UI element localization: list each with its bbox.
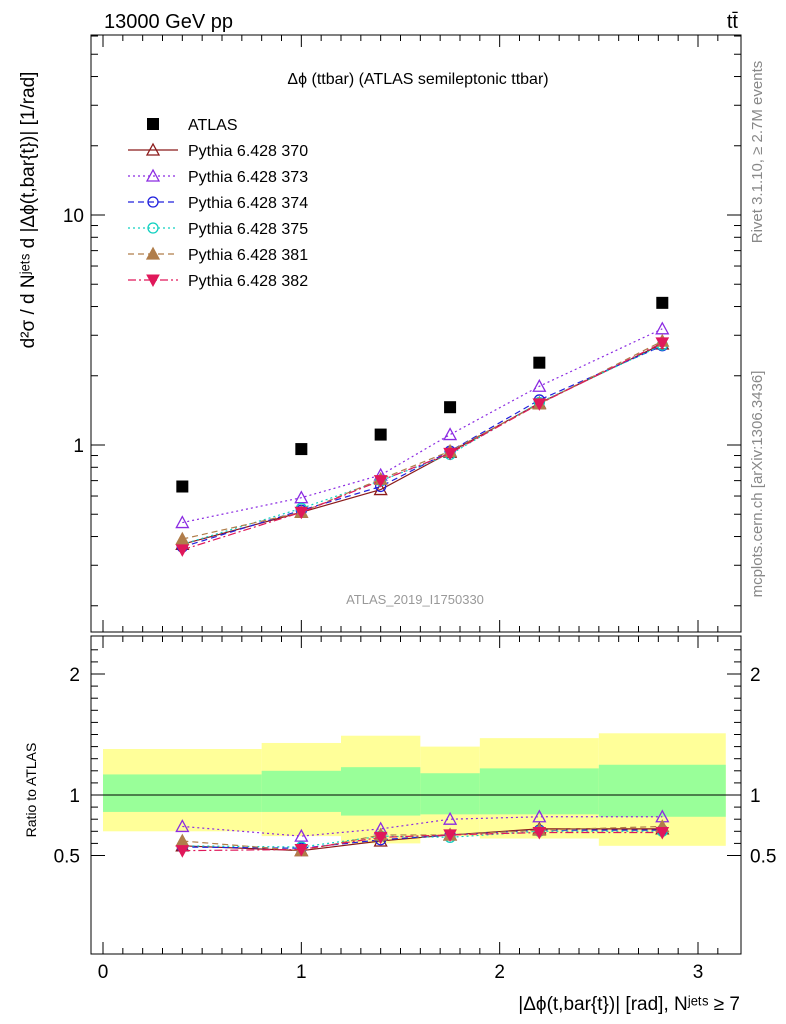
main-plot-area (91, 35, 741, 632)
main-y-tick-label: 1 (73, 436, 84, 457)
legend: ATLAS Pythia 6.428 370 Pythia 6.428 373 Pyt… (128, 117, 308, 290)
legend-marker (147, 196, 159, 208)
legend-marker (145, 246, 161, 260)
legend-label: Pythia 6.428 370 (188, 143, 308, 160)
ratio-series-5-point (532, 827, 547, 840)
main-series-1-point (373, 482, 388, 496)
process-label: tt̄ (727, 11, 739, 33)
ratio-y-tick-label-right: 2 (750, 665, 761, 686)
main-series-6-point (532, 398, 547, 411)
main-series-6-point (175, 544, 190, 557)
uncertainty-band-inner (341, 767, 421, 816)
ratio-series-5-point (655, 827, 670, 840)
main-series-0-point (533, 356, 546, 369)
ratio-series-5-point (443, 829, 457, 842)
ratio-y-tick-label: 2 (69, 665, 80, 686)
energy-label: 13000 GeV pp (104, 11, 233, 33)
ratio-y-axis-label: Ratio to ATLAS (23, 743, 39, 838)
main-series-6-point (443, 447, 457, 461)
x-tick-label: 2 (494, 962, 505, 983)
source-label: mcplots.cern.ch [arXiv:1306.3436] (749, 371, 766, 598)
main-series-2-point (442, 427, 458, 441)
uncertainty-band-inner (103, 774, 262, 812)
main-series-2-point (175, 515, 190, 529)
ratio-series-1-point (175, 819, 190, 833)
main-series-0-point (295, 443, 308, 456)
legend-label: Pythia 6.428 382 (188, 273, 308, 290)
ratio-series-4-line (182, 825, 663, 852)
ratio-series-1-point (442, 811, 458, 825)
main-frame (90, 34, 742, 633)
main-series-6-point (373, 475, 388, 488)
main-series-2-line (182, 328, 663, 524)
ratio-series-2-line (182, 829, 663, 849)
legend-label: Pythia 6.428 373 (188, 169, 308, 186)
ratio-y-tick-label-right: 1 (750, 786, 761, 807)
legend-marker (146, 274, 160, 288)
main-series-6-line (182, 342, 663, 551)
uncertainty-band-inner (261, 770, 341, 812)
ratio-panel: 0 1 2 3 0.5 0.5 1 1 2 2 Ratio to ATLAS |Δϕ(t,bar{… (23, 635, 776, 1015)
main-series-2-point (294, 490, 309, 504)
uncertainty-band-inner (420, 773, 480, 815)
main-series-6-point (294, 506, 309, 520)
uncertainty-band-inner (598, 764, 726, 817)
legend-marker (145, 168, 161, 182)
legend-label: Pythia 6.428 374 (188, 195, 308, 212)
uncertainty-band-inner (479, 768, 599, 815)
legend-marker (147, 222, 159, 234)
legend-label: Pythia 6.428 375 (188, 221, 308, 238)
main-series-5-line (182, 340, 663, 540)
ratio-series-5-point (175, 845, 190, 858)
main-series-5-point (175, 531, 190, 545)
ratio-series-5-line (182, 831, 663, 852)
x-axis-label: |Δϕ(t,bar{t})| [rad], Nʲᵉᵗˢ ≥ 7 (518, 994, 740, 1015)
x-tick-label: 1 (296, 962, 307, 983)
legend-marker (145, 142, 161, 156)
main-series-0-point (656, 296, 669, 309)
analysis-watermark: ATLAS_2019_I1750330 (346, 592, 484, 607)
ratio-y-tick-label: 0.5 (54, 847, 80, 868)
legend-marker (147, 118, 159, 130)
x-tick-label: 0 (98, 962, 109, 983)
ratio-series-1-point (294, 828, 309, 842)
main-series-1-line (182, 343, 663, 545)
main-series-0-point (444, 401, 457, 414)
main-series-0-point (176, 480, 189, 493)
main-panel: 1 10 Δϕ (ttbar) (ATLAS semileptonic ttbar… (18, 34, 742, 633)
ratio-series-5-point (294, 843, 309, 857)
ratio-y-tick-label-right: 0.5 (750, 847, 776, 868)
main-series-2-point (532, 378, 547, 392)
main-series-0-point (374, 428, 387, 441)
ratio-series-5-point (373, 831, 388, 845)
ratio-series-1-point (532, 809, 547, 823)
rivet-label: Rivet 3.1.10, ≥ 2.7M events (749, 61, 766, 244)
main-title: Δϕ (ttbar) (ATLAS semileptonic ttbar) (287, 71, 548, 88)
main-y-tick-label: 10 (63, 206, 84, 227)
main-y-axis-label: d²σ / d Nʲᵉᵗˢ d |Δϕ(t,bar{t})| [1/rad] (18, 72, 39, 349)
x-tick-label: 3 (693, 962, 704, 983)
legend-label: ATLAS (188, 117, 238, 134)
ratio-y-tick-label: 1 (69, 786, 80, 807)
main-series-6-point (655, 337, 670, 350)
legend-label: Pythia 6.428 381 (188, 247, 308, 264)
